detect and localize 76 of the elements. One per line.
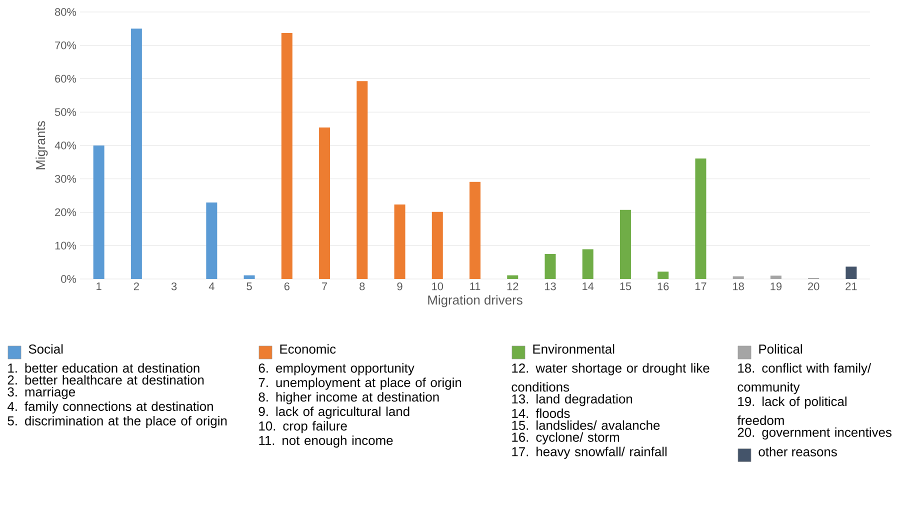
x-tick-label: 12 [507,282,518,290]
x-axis-title: Migration drivers [428,295,522,308]
x-tick-label: 6 [284,282,290,290]
bar [658,272,669,279]
legend-label: Environmental [533,344,614,354]
text: 1. better education at destination [8,363,200,373]
x-tick-label: 7 [322,282,328,290]
text: 11. not enough income [259,436,393,448]
text: 3. marriage [8,387,76,400]
y-axis-title: Migrants [36,121,48,170]
bar [582,249,594,279]
bar [695,158,706,279]
bar [281,33,292,279]
text: 10. crop failure [259,421,347,434]
bar [356,81,368,279]
x-tick-label: 16 [658,282,669,290]
x-tick-label: 14 [582,282,594,290]
text: 15. landslides/ avalanche [512,420,660,430]
x-tick-label: 1 [96,282,102,290]
text: 20. government incentives [738,427,892,440]
bar [846,266,857,279]
x-tick-label: 18 [733,282,744,290]
legend-label: Economic [280,344,336,354]
x-tick-label: 4 [208,282,214,290]
x-tick-label: 3 [171,282,177,290]
legend-label: other reasons [758,446,837,456]
bar [319,127,330,279]
bar [206,202,218,279]
text: 14. floods [512,408,570,418]
x-tick-label: 21 [846,282,857,290]
y-tick-label: 40% [54,142,76,150]
text: 5. discrimination at the place of origin [8,416,227,428]
y-tick-label: 10% [55,242,76,250]
bar [544,254,556,279]
x-tick-label: 10 [432,282,444,290]
x-tick-label: 13 [544,282,556,290]
bar [394,204,406,279]
bar [507,275,518,279]
x-tick-label: 11 [470,282,480,290]
bar [93,145,104,279]
y-tick-label: 80% [55,8,76,16]
y-tick-label: 20% [55,208,76,216]
x-tick-label: 15 [620,282,632,290]
bar [244,275,255,279]
text: 17. heavy snowfall/ rainfall [512,446,667,459]
text: 13. land degradation [512,394,632,406]
text: 18. conflict with family/ community [738,363,872,394]
y-tick-label: 60% [55,74,76,83]
legend-label: Social [28,344,63,354]
x-tick-label: 9 [397,282,402,290]
y-tick-label: 30% [54,174,76,183]
text: 19. lack of political freedom [737,396,846,426]
bar [432,212,443,279]
x-tick-label: 19 [770,282,782,290]
bar [130,28,142,279]
text: 8. higher income at destination [258,392,439,404]
bar [470,182,481,279]
x-tick-label: 5 [246,282,252,290]
text: 12. water shortage or drought like conditions [512,363,710,392]
bar [620,210,631,279]
text: 9. lack of agricultural land [258,406,410,419]
x-tick-label: 8 [360,282,365,290]
x-tick-label: 17 [695,282,706,290]
legend-label: Political [759,344,802,354]
text: 2. better healthcare at destination [8,375,204,385]
x-tick-label: 2 [134,282,139,290]
bar [732,276,744,279]
text: 6. employment opportunity [258,363,414,376]
text: 7. unemployment at place of origin [258,378,462,390]
y-tick-label: 70% [55,42,76,50]
bar [770,276,782,279]
y-tick-label: 50% [54,108,76,116]
text: 16. cyclone/ storm [512,432,620,444]
text: 4. family connections at destination [8,401,213,414]
x-tick-label: 20 [808,282,820,290]
y-tick-label: 0% [61,275,76,283]
